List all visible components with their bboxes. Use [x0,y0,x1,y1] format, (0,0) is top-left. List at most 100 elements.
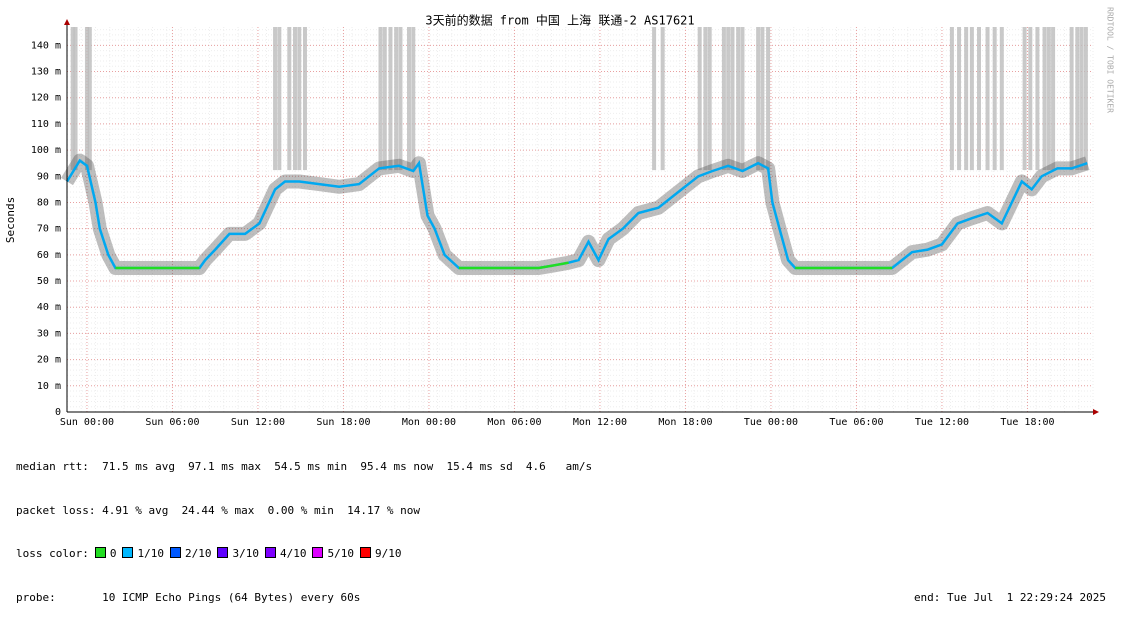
legend-swatch [94,547,106,558]
loss-bar [293,27,297,171]
y-tick-label: 80 m [37,197,61,208]
stats-loss: packet loss: 4.91 % avg 24.44 % max 0.00… [16,503,420,517]
probe-row: probe: 10 ICMP Echo Pings (64 Bytes) eve… [16,591,1106,606]
loss-bar [1069,27,1074,171]
loss-bar [87,27,92,171]
loss-bar [1028,27,1033,171]
legend-label: loss color: [16,547,89,560]
loss-bar [382,27,387,171]
y-tick-label: 140 m [31,40,61,51]
plot [61,27,1094,413]
y-tick-label: 10 m [37,381,61,392]
legend-entry: 1/10 [137,547,164,560]
loss-bar [652,27,657,171]
y-axis-label: Seconds [4,197,17,243]
loss-bar [964,27,969,171]
loss-bar [1079,27,1084,171]
legend-entry: 5/10 [327,547,354,560]
loss-bar [1083,27,1088,171]
x-arrow [1093,409,1099,415]
legend-swatch [217,547,229,558]
legend-entry: 4/10 [279,547,307,560]
stats-rtt: median rtt: 71.5 ms avg 97.1 ms max 54.5… [16,460,593,473]
x-tick-label: Mon 12:00 [573,417,627,428]
loss-bar [1051,27,1056,171]
loss-bar [766,27,771,171]
loss-bar [277,27,282,171]
loss-bar [73,27,78,171]
loss-bar [760,27,765,171]
loss-bar [1075,27,1080,171]
loss-bar [1042,27,1047,171]
loss-bar [394,27,399,171]
median-line [65,158,1088,270]
loss-bar [756,27,761,171]
loss-bar [957,27,962,171]
y-tick-label: 40 m [37,302,61,313]
loss-bar [297,27,302,171]
loss-bar [1022,27,1027,171]
x-tick-label: Mon 06:00 [487,417,541,428]
loss-bar [1046,27,1051,171]
loss-bar [740,27,745,171]
loss-bar [697,27,702,171]
x-tick-label: Sun 06:00 [145,417,199,428]
loss-bar [736,27,741,171]
y-tick-label: 30 m [37,328,61,339]
y-arrow [64,19,70,25]
loss-bar [977,27,981,171]
legend-swatch [359,547,371,558]
x-tick-label: Sun 12:00 [231,417,285,428]
y-tick-label: 50 m [37,276,61,287]
legend-swatch [169,547,181,558]
loss-bar [721,27,726,171]
x-tick-label: Sun 18:00 [316,417,370,428]
y-tick-label: 120 m [31,93,61,104]
x-tick-label: Tue 12:00 [915,417,969,428]
loss-bar [378,27,383,171]
loss-bar [398,27,403,171]
legend-swatch [264,547,276,558]
y-tick-label: 130 m [31,67,61,78]
loss-bar [703,27,708,171]
legend-swatch [312,547,324,558]
y-tick-label: 110 m [31,119,61,130]
y-tick-label: 100 m [31,145,61,156]
loss-bar [660,27,665,171]
end-time: end: Tue Jul 1 22:29:24 2025 [913,590,1106,604]
x-tick-label: Tue 00:00 [744,417,798,428]
legend-entry: 0 [109,547,117,560]
loss-bar [992,27,997,171]
x-tick-label: Tue 06:00 [829,417,883,428]
footer: median rtt: 71.5 ms avg 97.1 ms max 54.5… [16,431,1106,620]
x-tick-label: Mon 00:00 [402,417,456,428]
y-tick-label: 90 m [37,171,61,182]
x-tick-label: Mon 18:00 [658,417,712,428]
loss-bar [949,27,954,171]
legend-swatch [122,547,134,558]
loss-bar [985,27,990,171]
loss-bar [287,27,292,171]
legend-entry: 2/10 [184,547,212,560]
loss-bar [730,27,735,171]
chart-title: 3天前的数据 from 中国 上海 联通-2 AS17621 [425,13,694,28]
x-tick-label: Tue 18:00 [1000,417,1054,428]
legend-entry: 9/10 [374,547,402,560]
chart: 3天前的数据 from 中国 上海 联通-2 AS17621 Seconds R… [4,7,1115,428]
loss-bar [388,27,393,171]
loss-bar [407,27,411,171]
y-tick-label: 70 m [37,224,61,235]
loss-bar [1035,27,1040,171]
x-tick-label: Sun 00:00 [60,417,114,428]
loss-bar [726,27,731,171]
probe: probe: 10 ICMP Echo Pings (64 Bytes) eve… [16,590,361,604]
loss-bar [411,27,416,171]
loss-bar [302,27,307,171]
loss-bar [707,27,712,171]
loss-bar [84,27,89,171]
median-line [115,261,893,270]
y-tick-label: 20 m [37,355,61,366]
watermark: RRDTOOL / TOBI OETIKER [1106,7,1115,113]
loss-bar [999,27,1004,171]
y-tick-label: 60 m [37,250,61,261]
